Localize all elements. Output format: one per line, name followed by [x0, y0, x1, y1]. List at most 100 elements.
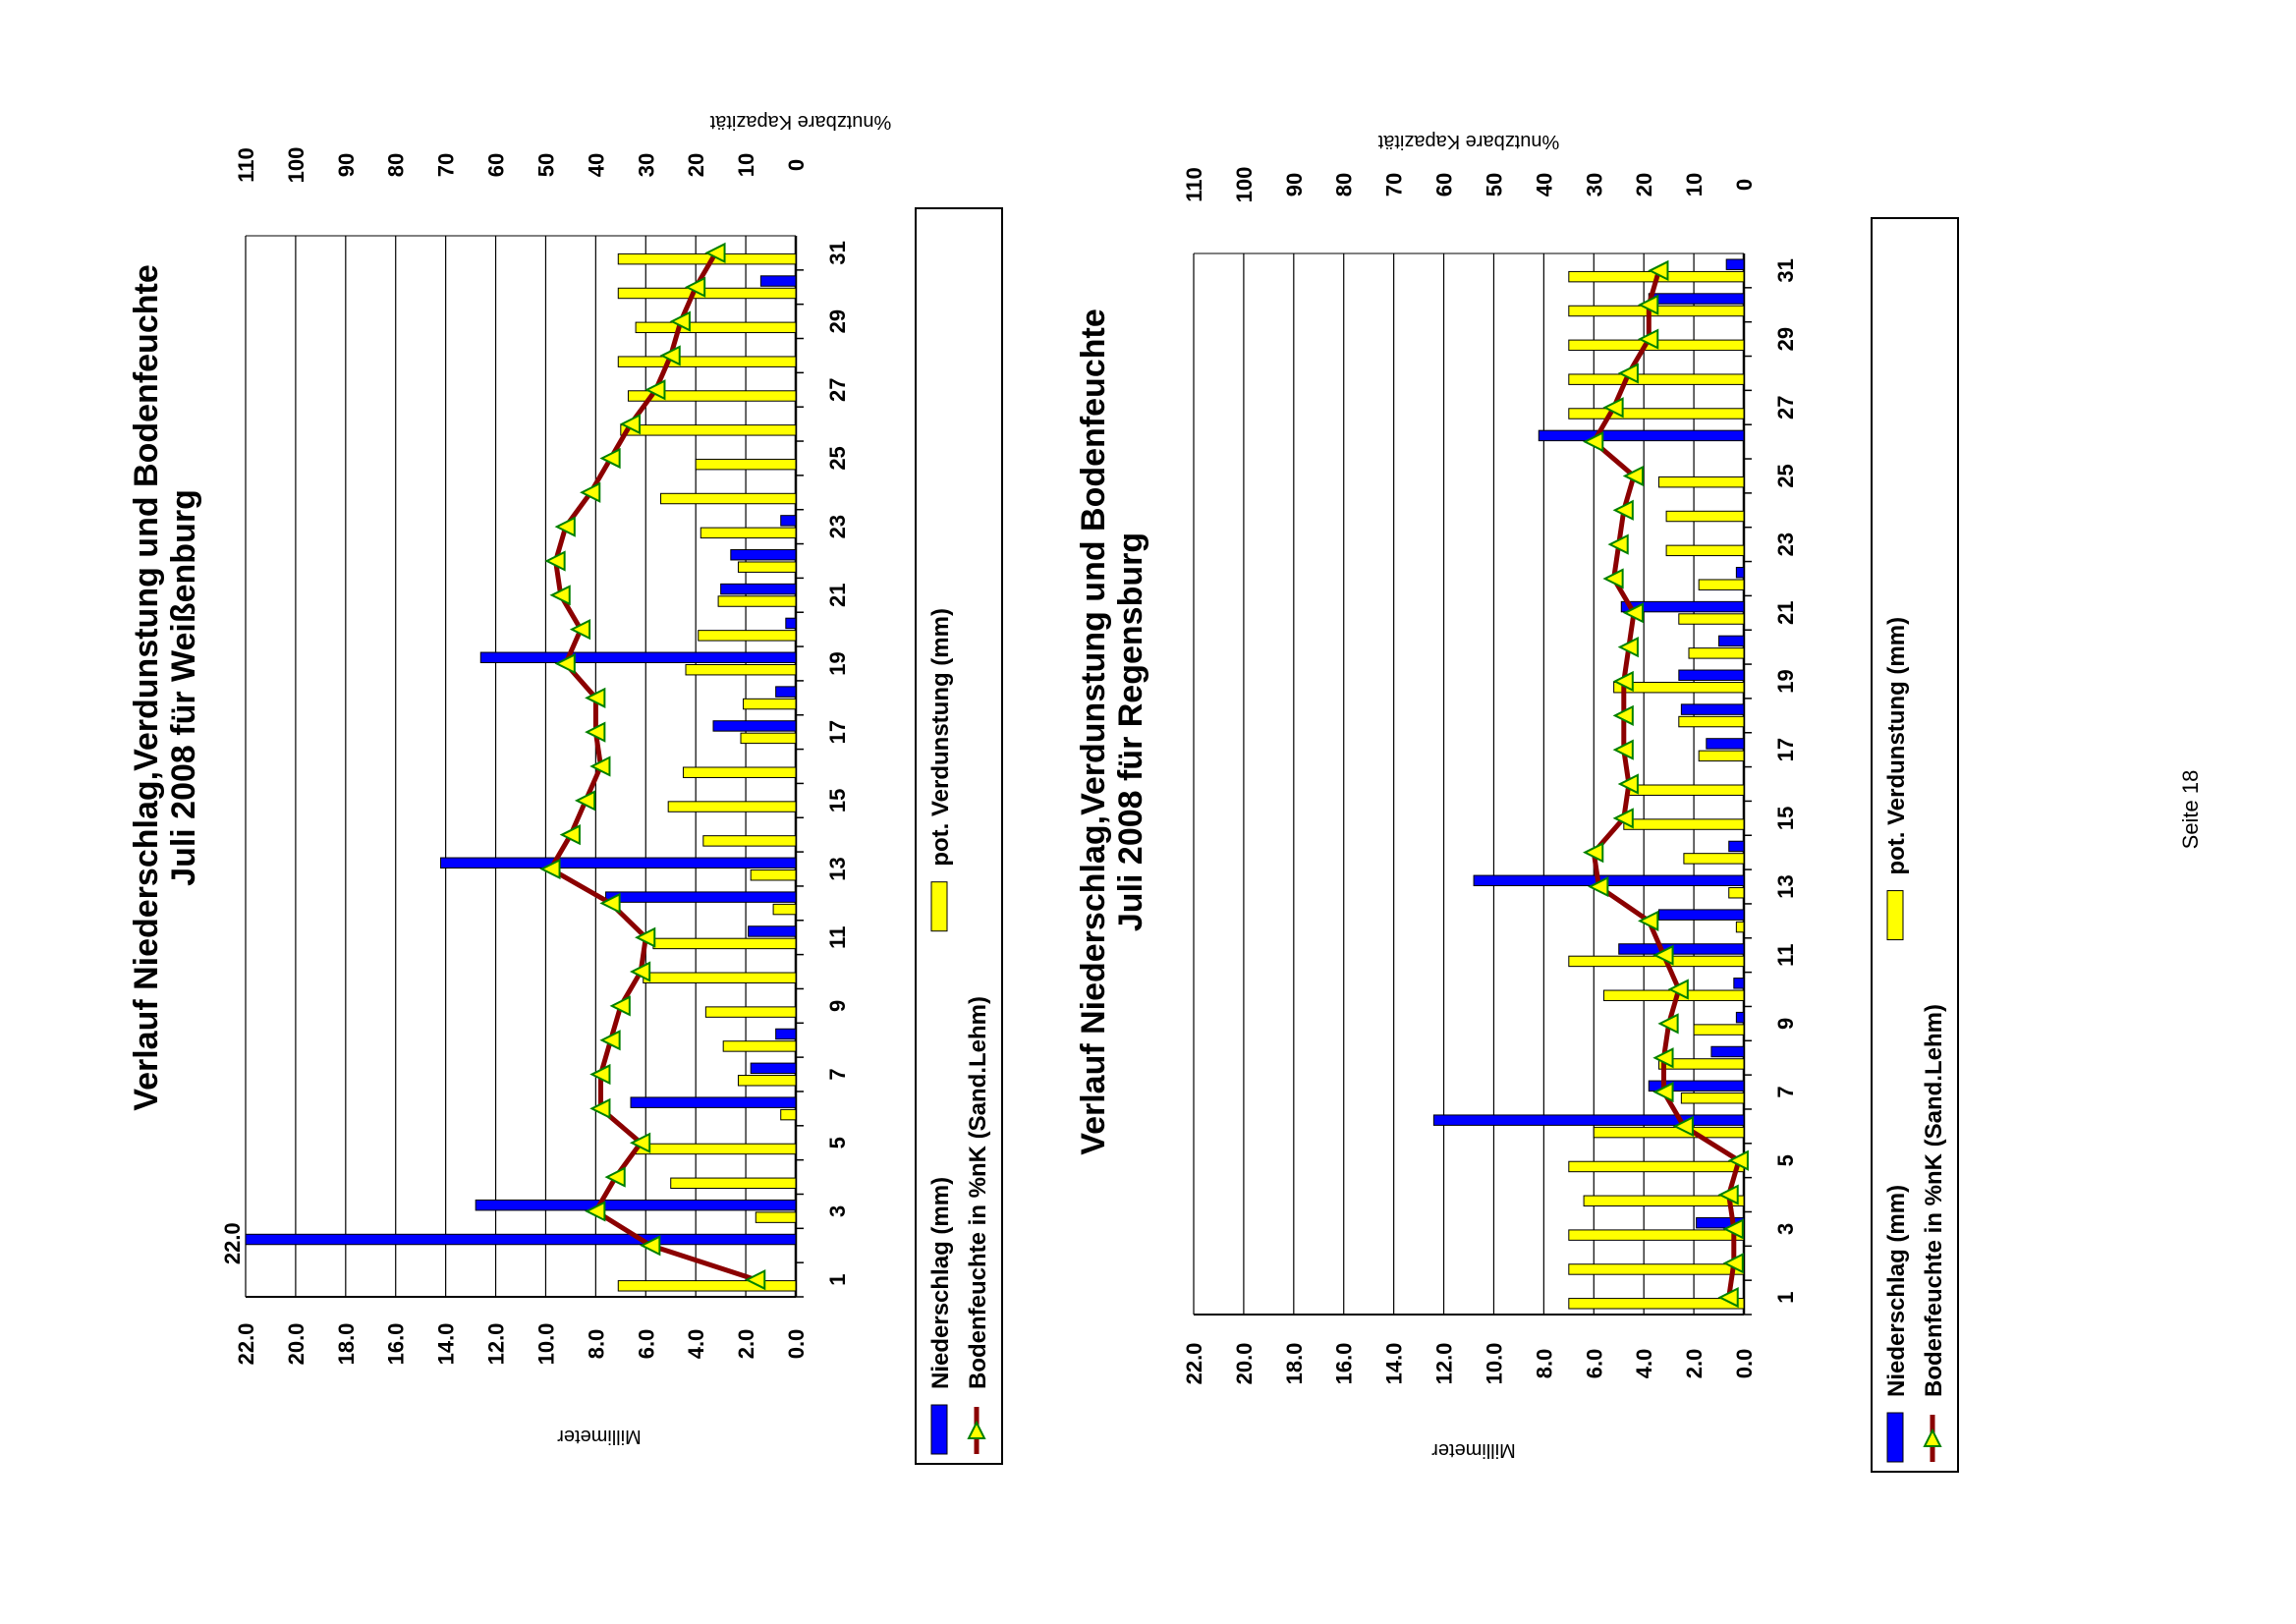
y-tick-label: 12.0	[484, 1323, 509, 1366]
legend-box	[915, 207, 1003, 1465]
marker-bodenfeuchte	[1617, 637, 1639, 658]
x-tick-label: 1	[1773, 1291, 1798, 1303]
y-tick-label: 12.0	[1432, 1343, 1457, 1385]
bar-verdunstung	[660, 492, 797, 505]
y2-tick-label: 0	[784, 159, 809, 171]
marker-bodenfeuchte	[1607, 533, 1629, 555]
chart-regensburg: Verlauf Niederschlag,Verdunstung und Bod…	[1075, 131, 1959, 1473]
marker-bodenfeuchte	[539, 858, 561, 880]
y-tick-label: 6.0	[634, 1329, 658, 1360]
bar-verdunstung	[667, 801, 797, 812]
marker-bodenfeuchte	[1638, 294, 1659, 315]
bar-verdunstung	[772, 903, 797, 916]
bar-verdunstung	[1698, 750, 1745, 762]
bar-verdunstung	[1683, 853, 1745, 865]
bar-verdunstung	[1693, 1024, 1745, 1036]
bar-niederschlag	[1620, 600, 1745, 613]
marker-bodenfeuchte	[585, 1201, 606, 1222]
y2-tick-label: 80	[384, 153, 409, 177]
y-tick-label: 18.0	[1282, 1343, 1307, 1385]
legend-label-verdunstung: pot. Verdunstung (mm)	[1883, 617, 1910, 875]
y-tick-label: 14.0	[434, 1323, 459, 1366]
bar-verdunstung	[1568, 373, 1745, 385]
y-tick-label: 6.0	[1582, 1349, 1606, 1379]
bar-niederschlag	[630, 1096, 797, 1108]
y-axis-label: Millimeter	[557, 1426, 642, 1447]
marker-bodenfeuchte	[1652, 944, 1674, 966]
marker-bodenfeuchte	[609, 995, 631, 1017]
y2-tick-label: 50	[533, 153, 558, 177]
legend-swatch-bodenfeuchte-marker	[967, 1420, 986, 1439]
y-tick-label: 8.0	[1532, 1349, 1556, 1379]
marker-bodenfeuchte	[629, 1132, 651, 1153]
bar-niederschlag	[1678, 669, 1745, 681]
x-tick-label: 15	[825, 789, 850, 812]
marker-bodenfeuchte	[604, 1166, 626, 1188]
x-tick-label: 25	[1773, 464, 1798, 487]
y2-tick-label: 70	[434, 153, 459, 177]
bar-niederschlag	[1735, 1011, 1745, 1024]
bar-verdunstung	[1698, 579, 1745, 590]
bar-verdunstung	[670, 1177, 797, 1190]
bar-verdunstung	[682, 766, 797, 778]
y2-axis-label: %nutzbare Kapazität	[1377, 131, 1559, 152]
chart-title: Verlauf Niederschlag,Verdunstung und Bod…	[128, 264, 165, 1110]
y-tick-label: 2.0	[1682, 1349, 1707, 1379]
chart-weissenburg: Verlauf Niederschlag,Verdunstung und Bod…	[128, 111, 1003, 1465]
x-tick-label: 29	[1773, 327, 1798, 351]
bar-verdunstung	[620, 424, 797, 436]
marker-bodenfeuchte	[1717, 1286, 1739, 1309]
y2-tick-label: 40	[1532, 173, 1556, 196]
legend-label-niederschlag: Niederschlag (mm)	[1883, 1185, 1910, 1397]
bar-verdunstung	[1735, 921, 1745, 933]
legend-swatch-niederschlag	[1886, 1412, 1904, 1463]
line-bodenfeuchte	[548, 252, 757, 1282]
y2-tick-label: 90	[334, 153, 359, 177]
marker-bodenfeuchte	[1622, 465, 1644, 487]
x-tick-label: 23	[825, 515, 850, 538]
y2-tick-label: 40	[584, 153, 608, 177]
marker-bodenfeuchte	[1583, 430, 1604, 453]
marker-bodenfeuchte	[1612, 704, 1634, 726]
legend-label-verdunstung: pot. Verdunstung (mm)	[927, 608, 954, 867]
marker-bodenfeuchte	[559, 824, 581, 846]
marker-bodenfeuchte	[635, 926, 656, 948]
bar-verdunstung	[1678, 613, 1745, 625]
marker-bodenfeuchte	[569, 619, 591, 641]
x-tick-label: 21	[825, 584, 850, 607]
marker-bodenfeuchte	[669, 310, 691, 332]
bar-niederschlag	[1473, 874, 1745, 887]
y-tick-label: 0.0	[784, 1329, 809, 1360]
bar-niederschlag	[1725, 258, 1745, 270]
x-tick-label: 17	[1773, 738, 1798, 761]
marker-bodenfeuchte	[1672, 1115, 1694, 1138]
x-tick-label: 31	[1773, 258, 1798, 282]
marker-bodenfeuchte	[1727, 1149, 1749, 1171]
legend-swatch-bodenfeuchte-marker	[1923, 1428, 1942, 1447]
y2-tick-label: 100	[284, 147, 308, 184]
y2-tick-label: 0	[1732, 179, 1757, 191]
bar-verdunstung	[1568, 1263, 1745, 1275]
marker-bodenfeuchte	[554, 652, 576, 675]
marker-bodenfeuchte	[1717, 1184, 1739, 1205]
marker-bodenfeuchte	[1617, 363, 1639, 384]
marker-bodenfeuchte	[1612, 670, 1634, 693]
x-tick-label: 19	[1773, 669, 1798, 693]
bar-niederschlag	[712, 720, 797, 732]
x-tick-label: 19	[825, 651, 850, 675]
x-tick-label: 27	[1773, 396, 1798, 420]
x-tick-label: 15	[1773, 807, 1798, 830]
y2-tick-label: 60	[1432, 173, 1457, 196]
bar-verdunstung	[722, 1040, 797, 1052]
bar-niederschlag	[1538, 429, 1745, 442]
x-tick-label: 3	[1773, 1223, 1798, 1235]
marker-bodenfeuchte	[589, 1097, 611, 1120]
x-tick-label: 27	[825, 378, 850, 402]
bar-verdunstung	[1657, 1058, 1745, 1070]
legend-box	[1871, 217, 1959, 1473]
y-tick-label: 10.0	[1482, 1343, 1506, 1385]
marker-bodenfeuchte	[599, 892, 621, 914]
marker-bodenfeuchte	[1638, 328, 1659, 350]
y2-tick-label: 10	[1682, 173, 1707, 196]
